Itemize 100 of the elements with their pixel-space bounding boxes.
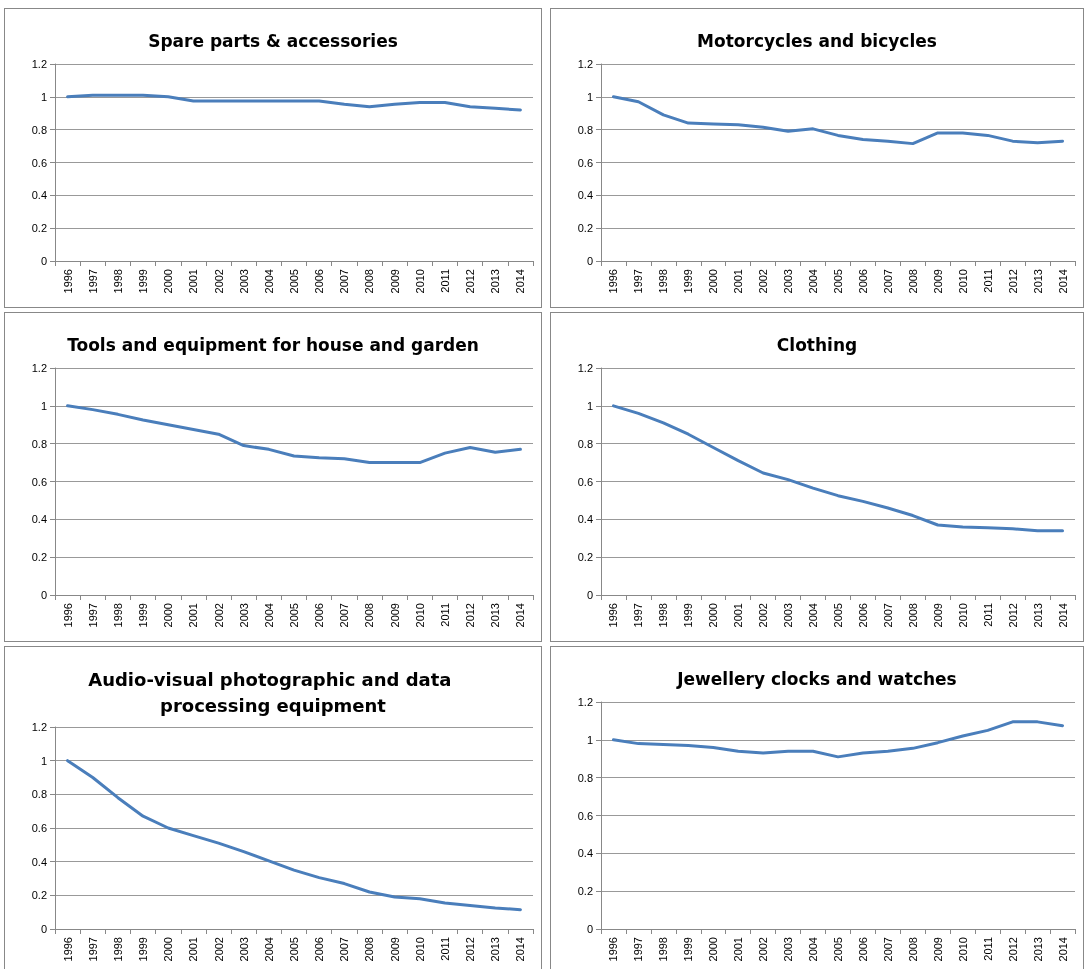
x-tick-label: 2006 [856,603,869,628]
y-tick-label: 1 [586,90,593,103]
y-tick-label: 0.6 [31,156,47,169]
y-tick-label: 0.6 [31,822,47,834]
y-tick-label: 0.8 [577,771,593,784]
y-tick-label: 0 [586,923,593,935]
x-tick-label: 2009 [388,269,401,294]
x-tick-label: 2003 [237,937,250,962]
chart-title: Spare parts & accessories [148,31,398,51]
x-tick-label: 2007 [338,937,351,962]
y-tick-label: 0.4 [577,513,593,526]
x-tick-label: 1997 [632,937,645,962]
x-tick-label: 2005 [832,269,844,294]
x-tick-label: 2009 [388,603,401,628]
x-tick-label: 2006 [313,269,326,294]
x-tick-label: 2003 [782,269,795,294]
x-tick-label: 2002 [757,937,770,962]
x-tick-label: 2014 [1056,603,1069,628]
x-tick-label: 2013 [489,603,502,628]
x-tick-label: 2006 [856,269,869,294]
y-tick-label: 0.8 [31,123,47,136]
y-tick-label: 1.2 [577,58,593,70]
x-tick-label: 2008 [363,603,376,628]
x-tick-label: 2012 [1006,269,1019,294]
x-tick-label: 2004 [807,603,820,628]
y-tick-label: 0.2 [31,551,47,564]
x-tick-label: 2002 [212,603,225,628]
y-tick-label: 1.2 [577,362,593,374]
x-tick-label: 2000 [162,269,175,294]
x-tick-label: 2008 [906,937,919,962]
x-tick-label: 2014 [514,937,527,962]
y-tick-label: 1.2 [577,696,593,708]
x-tick-label: 2004 [262,603,275,628]
x-tick-label: 2012 [1006,937,1019,962]
x-tick-label: 2007 [881,937,894,962]
x-tick-label: 1996 [607,269,620,294]
y-tick-label: 1 [40,754,47,767]
x-tick-label: 2002 [212,269,225,294]
y-tick-label: 1 [586,399,593,412]
y-tick-label: 0.8 [31,788,47,801]
x-tick-label: 2001 [187,603,200,628]
x-tick-label: 2007 [881,269,894,294]
x-tick-label: 2011 [981,269,994,293]
y-tick-label: 0.4 [31,189,47,202]
y-tick-label: 0.6 [577,809,593,822]
x-tick-label: 2012 [464,269,477,294]
x-tick-label: 2003 [237,269,250,294]
y-tick-label: 1.2 [31,58,47,70]
y-tick-label: 0.2 [31,222,47,235]
x-tick-label: 2009 [388,937,401,962]
x-tick-label: 2006 [856,937,869,962]
x-tick-label: 2009 [931,937,944,962]
x-tick-label: 1996 [61,269,74,294]
y-tick-label: 0.4 [31,513,47,526]
x-tick-label: 2004 [807,269,820,294]
x-tick-label: 2014 [1056,269,1069,294]
y-tick-label: 0.4 [577,847,593,860]
y-tick-label: 1 [40,399,47,412]
x-tick-label: 2009 [931,269,944,294]
x-tick-label: 2001 [732,269,745,294]
y-tick-label: 0 [586,589,593,601]
x-tick-label: 2013 [1031,603,1044,628]
y-tick-label: 0.6 [577,156,593,169]
y-tick-label: 0 [40,589,47,601]
y-tick-label: 0.8 [31,437,47,450]
x-tick-label: 2000 [707,937,720,962]
x-tick-label: 2002 [212,937,225,962]
x-tick-label: 2006 [313,603,326,628]
x-tick-label: 2000 [707,269,720,294]
x-tick-label: 2010 [956,269,969,294]
y-tick-label: 1.2 [31,721,47,733]
x-tick-label: 2004 [262,937,275,962]
x-tick-label: 2012 [464,937,477,962]
line-series [66,404,522,465]
y-tick-label: 1 [40,90,47,103]
y-tick-label: 0.4 [31,855,47,868]
x-tick-label: 2011 [438,269,451,293]
x-tick-label: 2010 [413,937,426,962]
y-tick-label: 0.2 [577,885,593,898]
y-tick-label: 0.6 [577,475,593,488]
x-tick-label: 2010 [956,937,969,962]
x-tick-label: 2006 [313,937,326,962]
x-tick-label: 2005 [288,603,300,628]
x-tick-label: 2005 [288,269,300,294]
y-tick-label: 0.2 [577,222,593,235]
x-tick-label: 1998 [111,937,124,962]
x-tick-label: 2010 [956,603,969,628]
x-tick-label: 2013 [489,937,502,962]
x-tick-label: 2005 [288,937,300,962]
x-tick-label: 2008 [906,603,919,628]
x-tick-label: 1997 [632,269,645,294]
chart-title: Clothing [776,335,858,355]
x-tick-label: 2011 [438,603,451,627]
line-series [611,720,1065,759]
x-tick-label: 2007 [881,603,894,628]
x-tick-label: 2012 [1006,603,1019,628]
x-tick-label: 2011 [981,937,994,961]
line-series [66,93,522,112]
y-tick-label: 0.6 [31,475,47,488]
x-tick-label: 2003 [782,937,795,962]
